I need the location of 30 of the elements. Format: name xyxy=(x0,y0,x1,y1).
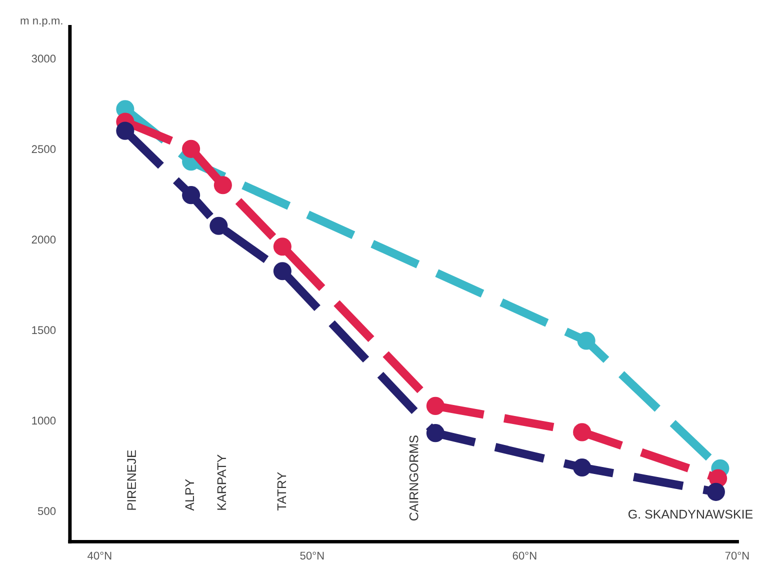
point xyxy=(182,140,200,158)
x-tick-label: 70°N xyxy=(725,552,749,560)
y-tick-label: 1500 xyxy=(32,326,56,334)
y-tick-label: 500 xyxy=(38,507,56,516)
annotation: G. SKANDYNAWSKIE xyxy=(628,510,753,519)
point xyxy=(573,458,592,477)
annotation: ALPY xyxy=(185,479,194,511)
point xyxy=(214,176,232,194)
annotation: KARPATY xyxy=(217,454,226,510)
x-tick-label: 60°N xyxy=(512,552,536,560)
annotation: TATRY xyxy=(277,472,286,511)
x-tick-label: 50°N xyxy=(300,552,324,560)
point xyxy=(426,396,444,415)
point xyxy=(210,216,228,235)
point xyxy=(573,423,592,442)
x-tick-label: 40°N xyxy=(88,552,112,560)
annotation: CAIRNGORMS xyxy=(409,436,418,520)
y-tick-label: 2000 xyxy=(32,236,56,244)
y-tick-label: 2500 xyxy=(32,145,56,154)
y-tick-label: 1000 xyxy=(32,416,56,425)
point xyxy=(273,238,292,256)
y-tick-label: 3000 xyxy=(32,54,56,63)
annotation: PIRENEJE xyxy=(127,450,136,510)
point xyxy=(426,424,444,442)
point xyxy=(116,122,134,140)
point xyxy=(706,482,725,501)
point xyxy=(182,186,200,204)
y-axis-title: m n.p.m. xyxy=(20,18,62,27)
point xyxy=(577,332,596,350)
point xyxy=(273,262,292,280)
